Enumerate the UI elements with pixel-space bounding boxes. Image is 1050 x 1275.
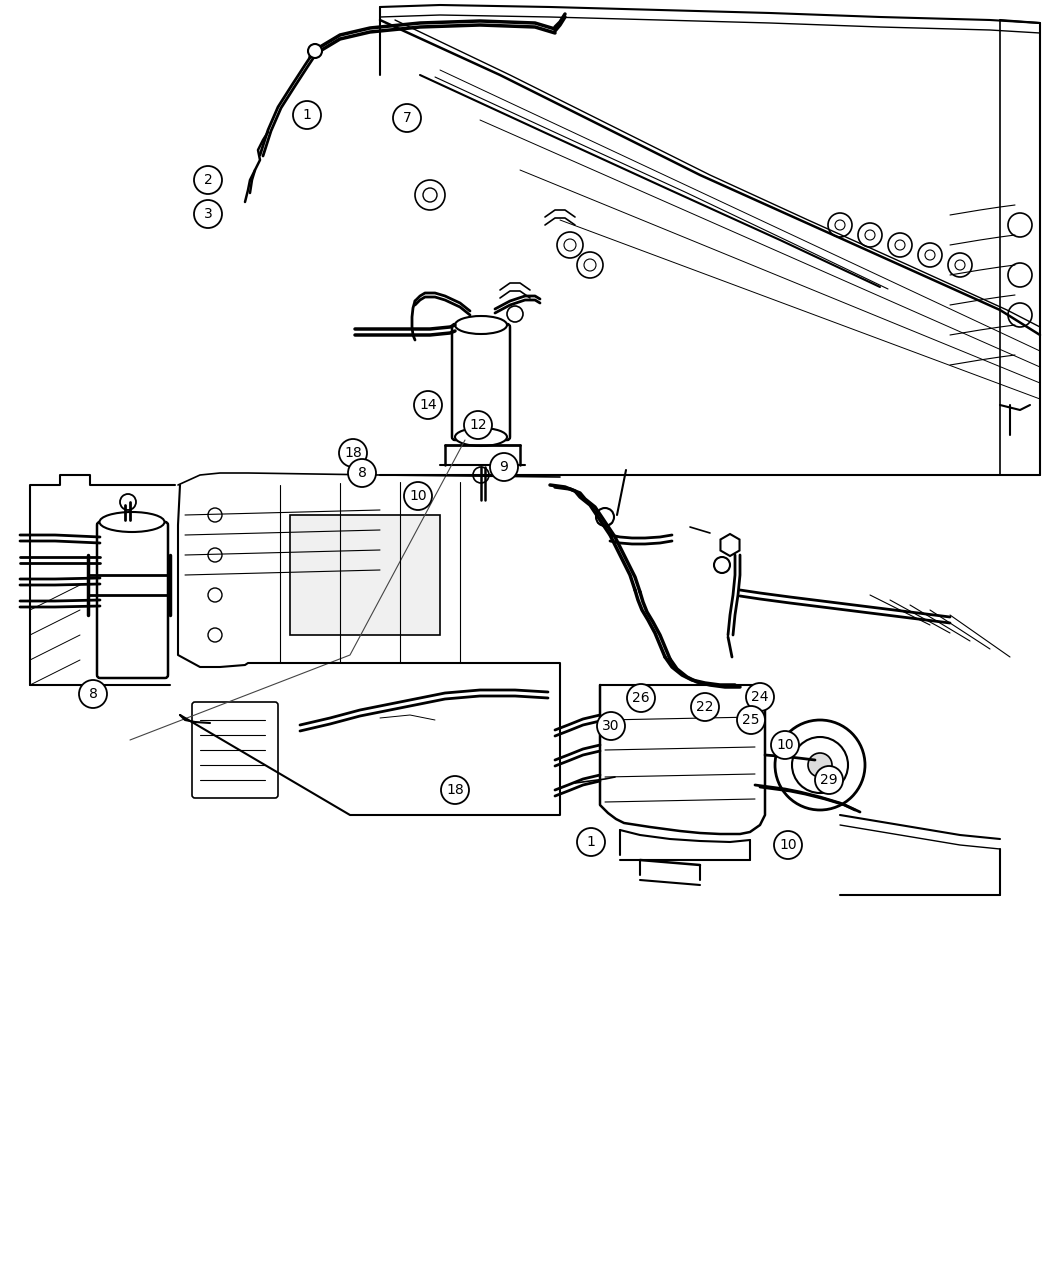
Circle shape bbox=[771, 731, 799, 759]
Text: 22: 22 bbox=[696, 700, 714, 714]
Text: 25: 25 bbox=[742, 713, 760, 727]
Text: 7: 7 bbox=[402, 111, 412, 125]
Circle shape bbox=[120, 493, 136, 510]
Text: 12: 12 bbox=[469, 418, 487, 432]
Text: 8: 8 bbox=[88, 687, 98, 701]
Circle shape bbox=[815, 766, 843, 794]
Ellipse shape bbox=[455, 316, 507, 334]
Circle shape bbox=[835, 221, 845, 230]
Circle shape bbox=[556, 232, 583, 258]
Circle shape bbox=[208, 629, 222, 643]
Circle shape bbox=[415, 180, 445, 210]
Circle shape bbox=[208, 507, 222, 521]
Circle shape bbox=[507, 306, 523, 323]
Text: 29: 29 bbox=[820, 773, 838, 787]
Text: 14: 14 bbox=[419, 398, 437, 412]
Circle shape bbox=[208, 588, 222, 602]
Text: 2: 2 bbox=[204, 173, 212, 187]
Circle shape bbox=[858, 223, 882, 247]
Circle shape bbox=[208, 548, 222, 562]
Circle shape bbox=[472, 467, 489, 483]
Text: 18: 18 bbox=[446, 783, 464, 797]
Text: 30: 30 bbox=[603, 719, 620, 733]
FancyBboxPatch shape bbox=[192, 703, 278, 798]
Circle shape bbox=[948, 252, 972, 277]
Circle shape bbox=[888, 233, 912, 258]
Text: 8: 8 bbox=[358, 465, 366, 479]
Circle shape bbox=[79, 680, 107, 708]
Circle shape bbox=[627, 683, 655, 711]
Circle shape bbox=[414, 391, 442, 419]
Circle shape bbox=[441, 776, 469, 805]
Circle shape bbox=[828, 213, 852, 237]
Text: 9: 9 bbox=[500, 460, 508, 474]
Text: 10: 10 bbox=[776, 738, 794, 752]
Ellipse shape bbox=[455, 428, 507, 446]
Circle shape bbox=[578, 827, 605, 856]
Text: 1: 1 bbox=[302, 108, 312, 122]
FancyBboxPatch shape bbox=[452, 324, 510, 440]
Circle shape bbox=[564, 238, 576, 251]
Circle shape bbox=[194, 200, 222, 228]
Circle shape bbox=[918, 244, 942, 266]
Circle shape bbox=[423, 187, 437, 201]
Circle shape bbox=[194, 166, 222, 194]
Circle shape bbox=[584, 259, 596, 272]
Circle shape bbox=[775, 720, 865, 810]
Circle shape bbox=[1008, 213, 1032, 237]
Circle shape bbox=[393, 105, 421, 133]
Circle shape bbox=[865, 230, 875, 240]
Text: 10: 10 bbox=[410, 490, 426, 504]
Circle shape bbox=[1008, 303, 1032, 326]
Circle shape bbox=[1008, 263, 1032, 287]
Ellipse shape bbox=[100, 513, 165, 532]
Circle shape bbox=[956, 260, 965, 270]
Circle shape bbox=[774, 831, 802, 859]
Circle shape bbox=[691, 694, 719, 720]
Circle shape bbox=[464, 411, 492, 439]
Circle shape bbox=[308, 45, 322, 57]
Circle shape bbox=[404, 482, 432, 510]
Circle shape bbox=[895, 240, 905, 250]
Circle shape bbox=[714, 557, 730, 572]
Circle shape bbox=[578, 252, 603, 278]
Circle shape bbox=[490, 453, 518, 481]
Circle shape bbox=[484, 334, 496, 346]
Circle shape bbox=[597, 711, 625, 739]
FancyBboxPatch shape bbox=[97, 521, 168, 678]
Bar bbox=[290, 515, 440, 635]
Circle shape bbox=[339, 439, 368, 467]
Circle shape bbox=[746, 683, 774, 711]
Circle shape bbox=[808, 754, 832, 776]
Text: 24: 24 bbox=[751, 690, 769, 704]
Circle shape bbox=[737, 706, 765, 734]
Text: 10: 10 bbox=[779, 838, 797, 852]
Text: 1: 1 bbox=[587, 835, 595, 849]
Circle shape bbox=[596, 507, 614, 527]
Text: 3: 3 bbox=[204, 207, 212, 221]
Circle shape bbox=[925, 250, 934, 260]
Circle shape bbox=[293, 101, 321, 129]
Text: 18: 18 bbox=[344, 446, 362, 460]
Circle shape bbox=[792, 737, 848, 793]
Text: 26: 26 bbox=[632, 691, 650, 705]
Circle shape bbox=[348, 459, 376, 487]
